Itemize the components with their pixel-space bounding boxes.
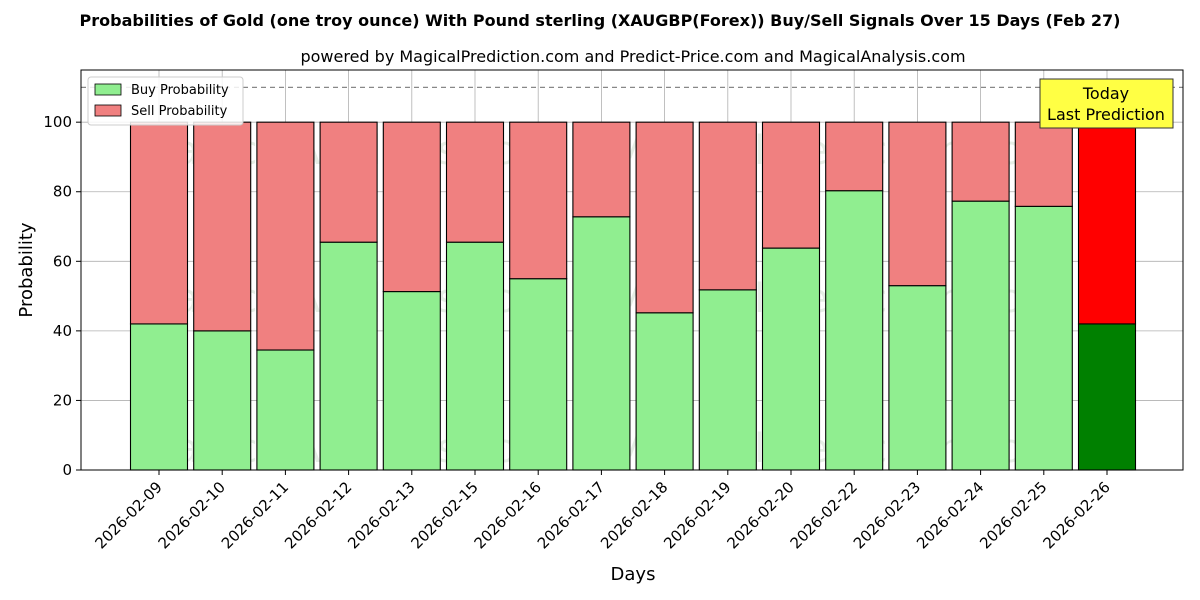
x-tick-label: 2026-02-26 — [1039, 478, 1113, 552]
bar-sell — [888, 121, 947, 287]
x-tick-label: 2026-02-25 — [976, 478, 1050, 552]
bar-buy — [445, 241, 505, 471]
x-tick-label: 2026-02-19 — [660, 478, 734, 552]
legend-box — [87, 76, 244, 126]
legend-buy-swatch — [94, 83, 122, 96]
bar-sell — [193, 121, 252, 332]
legend-sell-swatch — [94, 104, 122, 117]
bar-buy — [382, 291, 441, 471]
bar-buy — [1014, 205, 1073, 471]
bar-buy — [129, 323, 189, 471]
bar-sell — [1014, 121, 1073, 207]
chart-title: Probabilities of Gold (one troy ounce) W… — [80, 11, 1121, 30]
bar-sell — [572, 121, 631, 218]
y-tick-label: 0 — [62, 461, 72, 479]
bar-sell — [445, 121, 505, 243]
bar-sell — [256, 121, 315, 351]
bars — [129, 121, 1137, 471]
y-tick-label: 20 — [53, 391, 72, 409]
y-tick-label: 40 — [53, 322, 72, 340]
chart-subtitle: powered by MagicalPrediction.com and Pre… — [300, 47, 965, 66]
y-axis-label: Probability — [16, 222, 37, 317]
bar-buy — [1077, 323, 1137, 471]
today-annotation-line2: Last Prediction — [1047, 105, 1165, 124]
bar-buy — [951, 200, 1010, 471]
today-annotation-box — [1039, 78, 1174, 129]
legend-sell-label: Sell Probability — [131, 104, 228, 119]
x-tick-label: 2026-02-10 — [155, 478, 229, 552]
bar-buy — [319, 241, 378, 471]
x-tick-label: 2026-02-17 — [534, 478, 608, 552]
legend-buy-label: Buy Probability — [131, 83, 229, 98]
bar-sell — [951, 121, 1010, 202]
bar-buy — [761, 247, 821, 471]
bar-buy — [256, 349, 315, 471]
bar-buy — [888, 285, 947, 471]
bar-buy — [825, 190, 884, 471]
x-tick-label: 2026-02-09 — [91, 478, 165, 552]
x-tick-label: 2026-02-18 — [597, 478, 671, 552]
today-annotation-line1: Today — [1082, 84, 1129, 103]
x-tick-label: 2026-02-23 — [850, 478, 924, 552]
bar-buy — [509, 278, 568, 471]
plot-frame — [80, 69, 1184, 471]
bar-sell — [761, 121, 821, 249]
x-tick-label: 2026-02-15 — [407, 478, 481, 552]
bar-buy — [572, 216, 631, 471]
x-tick-label: 2026-02-13 — [344, 478, 418, 552]
bar-buy — [698, 289, 757, 471]
x-tick-label: 2026-02-20 — [723, 478, 797, 552]
y-tick-label: 60 — [53, 252, 72, 270]
legend: Buy Probability Sell Probability — [87, 76, 244, 126]
bar-sell — [319, 121, 378, 243]
y-axis: 0 20 40 60 80 100 — [43, 113, 81, 479]
x-tick-label: 2026-02-16 — [471, 478, 545, 552]
x-tick-label: 2026-02-12 — [281, 478, 355, 552]
x-axis: 2026-02-092026-02-102026-02-112026-02-12… — [91, 470, 1114, 552]
bar-sell — [382, 121, 441, 293]
bar-sell — [698, 121, 757, 291]
bar-buy — [635, 312, 694, 471]
bar-sell — [1077, 121, 1137, 325]
x-tick-label: 2026-02-11 — [218, 478, 292, 552]
x-tick-label: 2026-02-22 — [787, 478, 861, 552]
bar-buy — [193, 330, 252, 471]
bar-sell — [129, 121, 189, 325]
bar-sell — [509, 121, 568, 280]
x-tick-label: 2026-02-24 — [913, 478, 987, 552]
x-axis-label: Days — [611, 564, 656, 585]
bar-sell — [635, 121, 694, 314]
today-annotation: Today Last Prediction — [1039, 78, 1174, 129]
bar-sell — [825, 121, 884, 192]
y-tick-label: 100 — [43, 113, 72, 131]
y-tick-label: 80 — [53, 183, 72, 201]
